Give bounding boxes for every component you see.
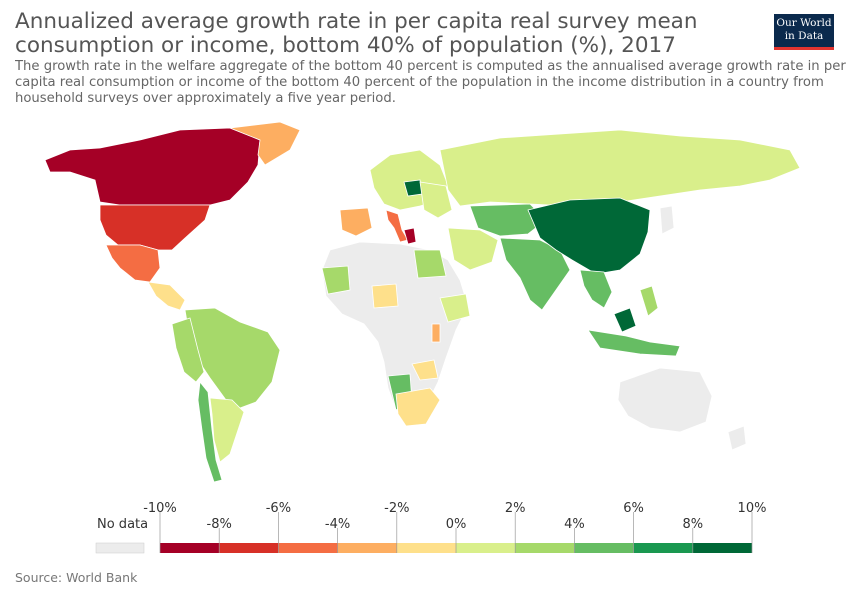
- map-countries: [44, 121, 801, 483]
- country-shape[interactable]: [727, 425, 747, 451]
- country-shape[interactable]: [439, 129, 801, 207]
- country-shape[interactable]: [447, 227, 499, 271]
- legend-tick-label: -4%: [325, 517, 350, 532]
- legend-bin: [337, 543, 397, 553]
- legend-tick-label: -10%: [143, 501, 177, 516]
- country-shape[interactable]: [385, 209, 409, 243]
- country-shape[interactable]: [469, 203, 547, 237]
- legend-tick-label: 4%: [564, 517, 585, 532]
- legend-tick-label: 10%: [738, 501, 767, 516]
- country-shape[interactable]: [209, 397, 245, 463]
- logo-line-1: Our World: [776, 17, 832, 29]
- legend-bin: [219, 543, 279, 553]
- country-shape[interactable]: [413, 249, 447, 279]
- country-shape[interactable]: [617, 367, 713, 433]
- owid-logo[interactable]: Our World in Data: [774, 14, 834, 50]
- country-shape[interactable]: [613, 307, 637, 333]
- legend-color-bins: [160, 543, 752, 553]
- legend-tick-label: 0%: [446, 517, 467, 532]
- country-shape[interactable]: [171, 317, 205, 383]
- chart-subtitle: The growth rate in the welfare aggregate…: [15, 59, 850, 107]
- legend-tick-label: 2%: [505, 501, 526, 516]
- legend-tick-label: -6%: [266, 501, 291, 516]
- legend-no-data-swatch: [95, 542, 145, 554]
- title-line-2: consumption or income, bottom 40% of pop…: [15, 33, 676, 58]
- country-shape[interactable]: [579, 269, 613, 309]
- country-shape[interactable]: [105, 244, 161, 283]
- country-shape[interactable]: [321, 265, 351, 295]
- legend-bin: [396, 543, 456, 553]
- country-shape[interactable]: [639, 285, 659, 317]
- world-map[interactable]: [0, 110, 850, 490]
- country-shape[interactable]: [659, 205, 675, 235]
- country-shape[interactable]: [197, 380, 223, 483]
- legend-bin: [278, 543, 338, 553]
- legend-tick-label: -8%: [207, 517, 232, 532]
- legend-no-data-label: No data: [97, 517, 148, 532]
- subtitle-line-2: capita real consumption or income of the…: [15, 75, 824, 90]
- country-shape[interactable]: [44, 127, 261, 206]
- legend: No data -10% -6% -2% 2% 6% 10% -8% -4% 0% 4% 8%: [95, 501, 766, 554]
- country-shape[interactable]: [147, 281, 186, 311]
- legend-bin: [515, 543, 575, 553]
- legend-ticks: -10% -6% -2% 2% 6% 10% -8% -4% 0% 4% 8%: [143, 501, 766, 553]
- logo-line-2: in Data: [784, 30, 824, 42]
- legend-bin: [456, 543, 516, 553]
- country-shape[interactable]: [587, 329, 681, 357]
- country-shape[interactable]: [527, 197, 651, 275]
- subtitle-line-1: The growth rate in the welfare aggregate…: [15, 59, 846, 74]
- country-shape[interactable]: [411, 359, 439, 381]
- country-shape[interactable]: [229, 121, 301, 166]
- title-line-1: Annualized average growth rate in per ca…: [15, 9, 698, 34]
- country-shape[interactable]: [371, 283, 399, 309]
- subtitle-line-3: household surveys over approximately a f…: [15, 91, 396, 106]
- country-shape[interactable]: [395, 387, 441, 427]
- legend-bin: [574, 543, 634, 553]
- legend-tick-label: 6%: [623, 501, 644, 516]
- legend-bin: [633, 543, 693, 553]
- country-shape[interactable]: [99, 204, 211, 251]
- country-shape[interactable]: [339, 207, 373, 237]
- chart-title: Annualized average growth rate in per ca…: [15, 10, 755, 58]
- country-shape[interactable]: [439, 293, 471, 323]
- country-shape[interactable]: [419, 181, 453, 219]
- country-shape[interactable]: [403, 227, 417, 245]
- country-shape[interactable]: [431, 323, 441, 343]
- legend-tick-label: 8%: [682, 517, 703, 532]
- legend-bin: [160, 543, 220, 553]
- legend-tick-label: -2%: [384, 501, 409, 516]
- legend-bin: [692, 543, 752, 553]
- source-note: Source: World Bank: [15, 570, 138, 585]
